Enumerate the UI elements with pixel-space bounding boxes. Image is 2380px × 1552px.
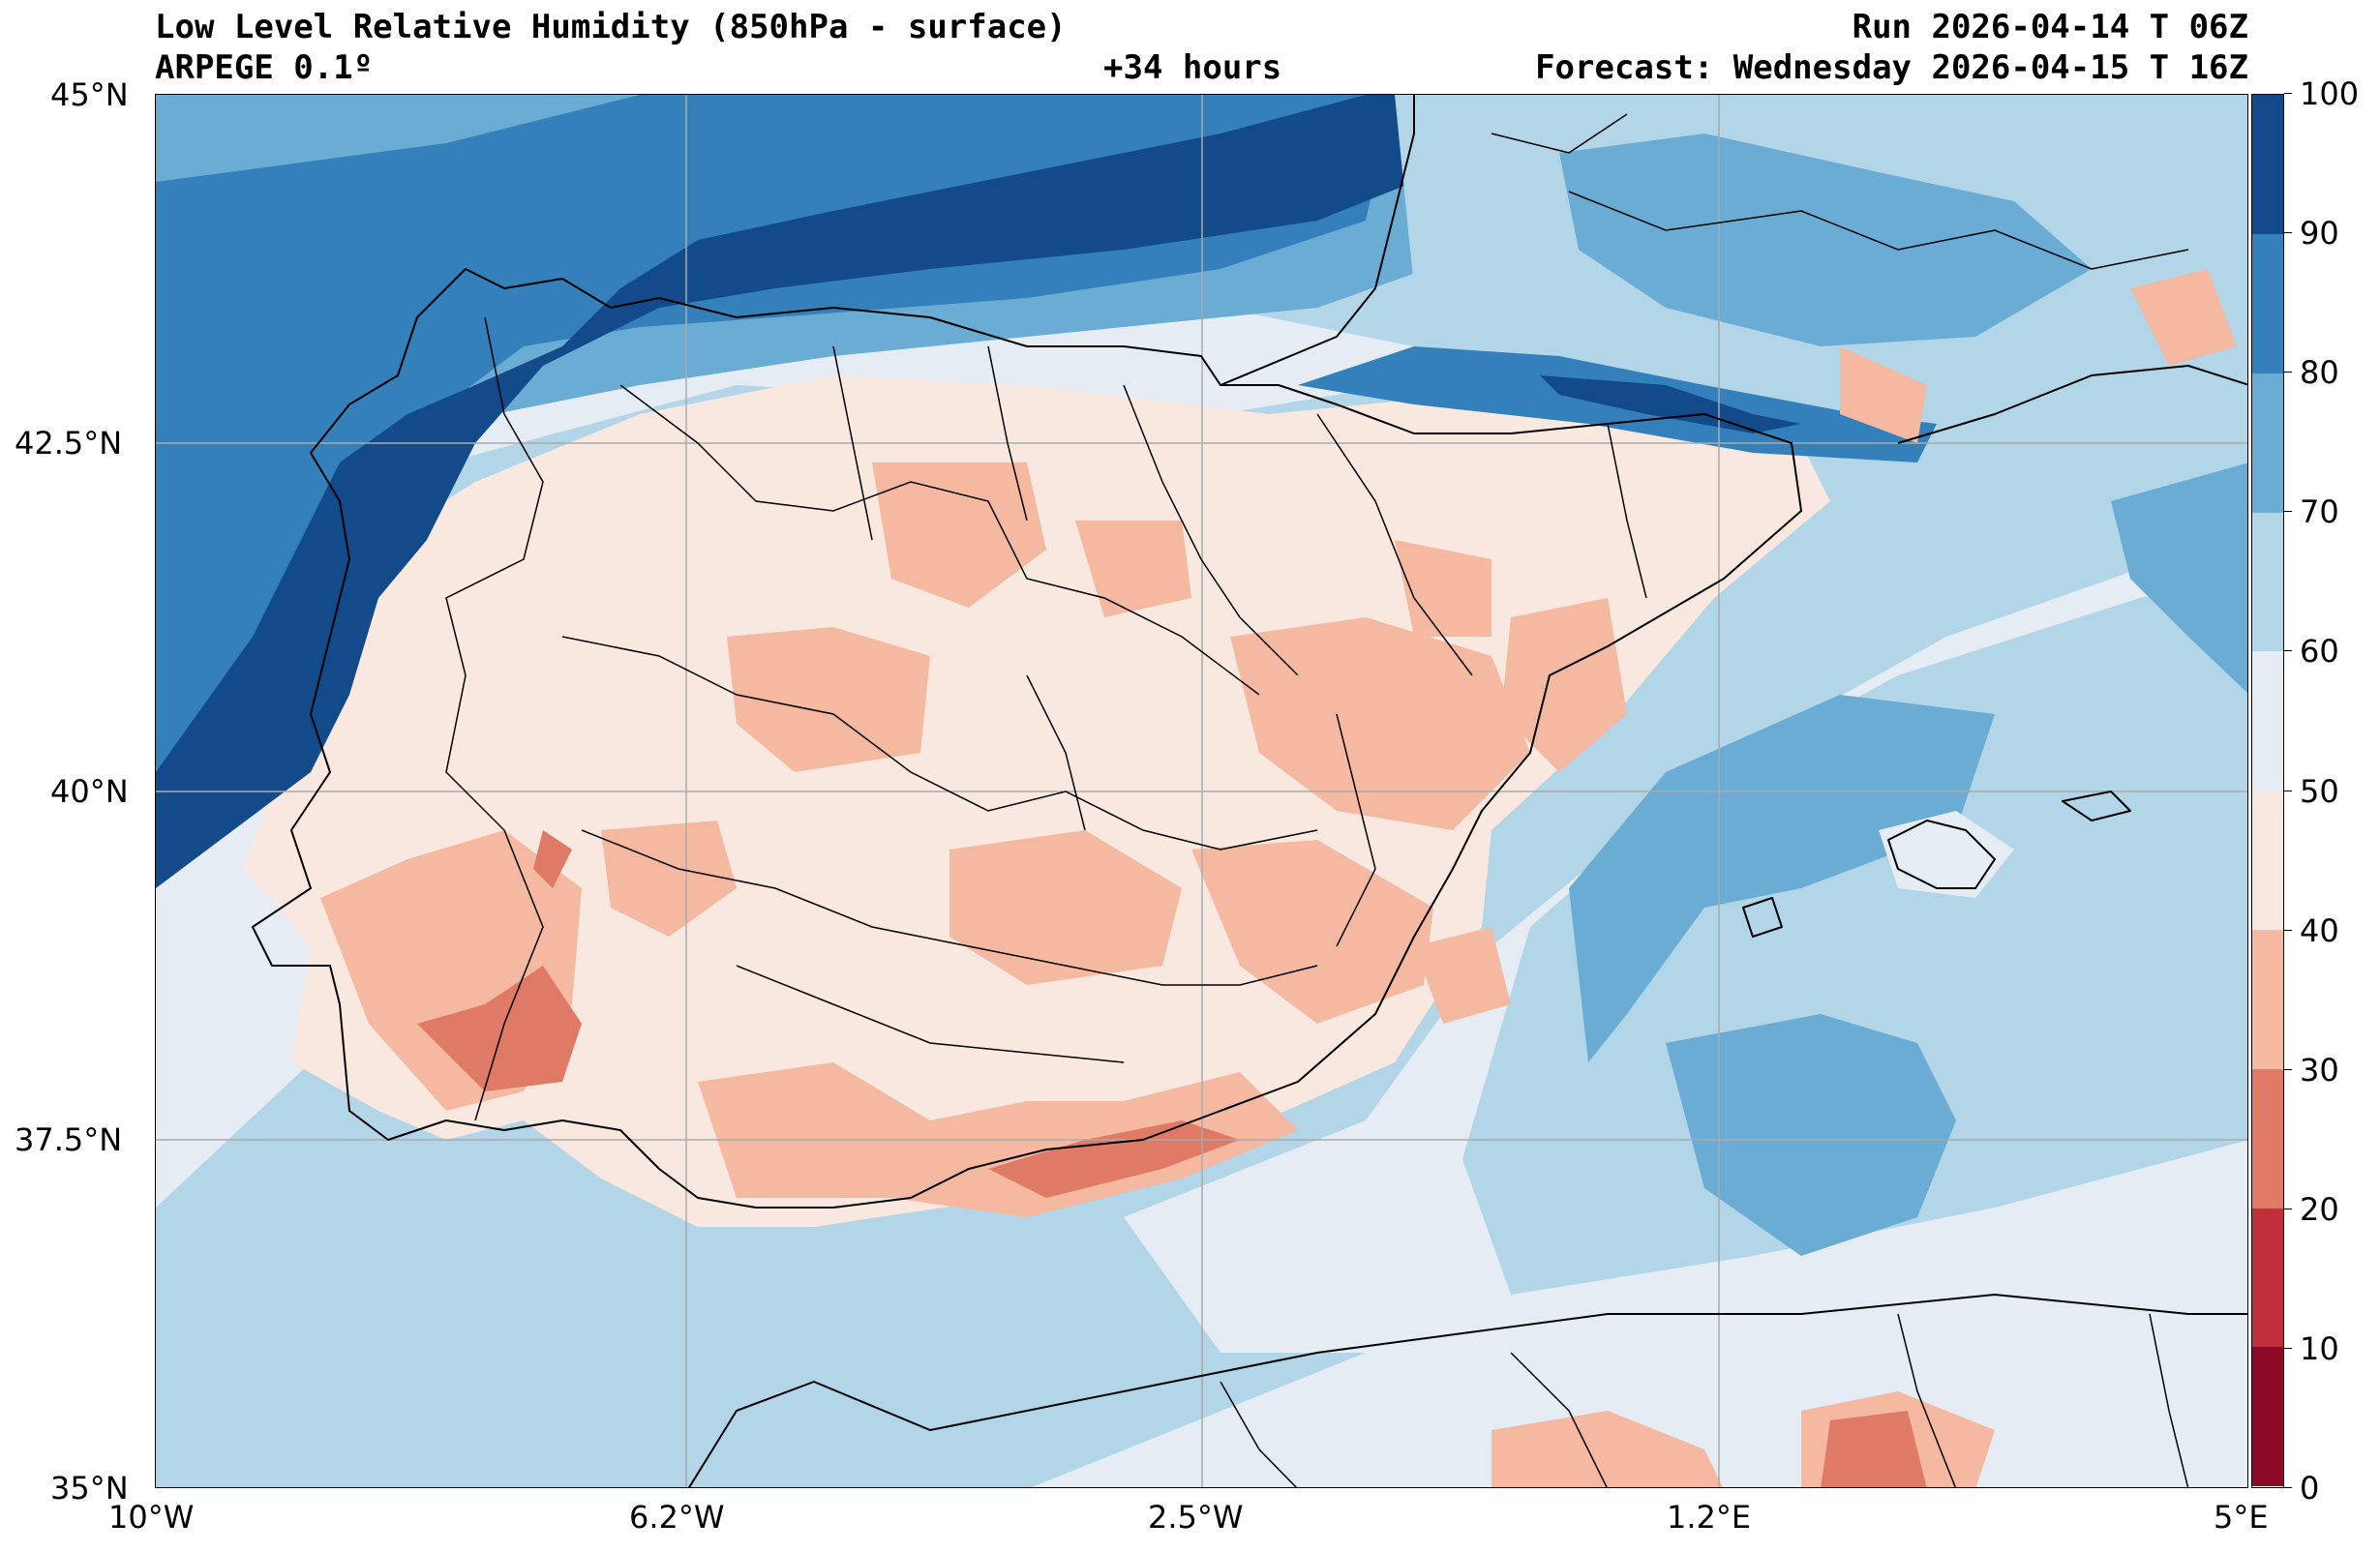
field-vdry-b bbox=[533, 830, 572, 888]
field-dry-j bbox=[1191, 840, 1433, 1024]
field-dry-p bbox=[2130, 269, 2237, 366]
france-coast bbox=[1220, 95, 1415, 386]
med-france-coast bbox=[1897, 365, 2247, 444]
field-dry-e bbox=[1075, 521, 1191, 617]
colorbar-segment-0-10 bbox=[2252, 1347, 2283, 1487]
colorbar-segment-20-30 bbox=[2252, 1068, 2283, 1209]
lon-tick-2-5w: 2.5°W bbox=[1148, 1499, 1244, 1536]
colorbar-tick-60 bbox=[2284, 650, 2292, 652]
africa-coast bbox=[688, 1294, 2247, 1487]
colorbar-label-70: 70 bbox=[2300, 493, 2339, 531]
lat-tick-42-5: 42.5°N bbox=[15, 425, 123, 462]
colorbar-label-80: 80 bbox=[2300, 354, 2339, 392]
lon-tick-10w: 10°W bbox=[108, 1499, 195, 1536]
ibiza-coast bbox=[1742, 897, 1783, 938]
colorbar-label-40: 40 bbox=[2300, 911, 2339, 949]
field-dry-i bbox=[949, 830, 1182, 985]
colorbar-tick-100 bbox=[2284, 93, 2292, 94]
field-dry-n bbox=[1491, 1411, 1724, 1487]
colorbar-label-0: 0 bbox=[2300, 1470, 2320, 1507]
lon-tick-5e: 5°E bbox=[2214, 1499, 2269, 1536]
colorbar-tick-40 bbox=[2284, 929, 2292, 931]
colorbar-label-100: 100 bbox=[2300, 75, 2360, 112]
field-pyrenees-90 bbox=[1540, 375, 1801, 433]
field-dry-l bbox=[1414, 927, 1511, 1024]
field-dry-c bbox=[727, 627, 930, 772]
model-label: ARPEGE 0.1º bbox=[155, 48, 374, 87]
lon-tick-6-2w: 6.2°W bbox=[629, 1499, 725, 1536]
chart-title: Low Level Relative Humidity (850hPa - su… bbox=[155, 8, 1067, 46]
colorbar bbox=[2251, 94, 2284, 1488]
menorca-coast bbox=[2062, 791, 2131, 821]
colorbar-segment-50-60 bbox=[2252, 651, 2283, 791]
colorbar-label-90: 90 bbox=[2300, 215, 2339, 253]
colorbar-tick-80 bbox=[2284, 372, 2292, 373]
mallorca-coast bbox=[1887, 820, 1996, 889]
field-med-60 bbox=[1462, 579, 2247, 1295]
field-med-70b bbox=[1666, 1014, 1956, 1256]
field-dry-h bbox=[1501, 598, 1627, 772]
colorbar-segment-90-100 bbox=[2252, 95, 2283, 234]
colorbar-label-60: 60 bbox=[2300, 633, 2339, 671]
colorbar-segment-80-90 bbox=[2252, 233, 2283, 373]
colorbar-segment-70-80 bbox=[2252, 373, 2283, 513]
colorbar-label-10: 10 bbox=[2300, 1329, 2339, 1367]
run-label: Run 2026-04-14 T 06Z bbox=[1852, 8, 2248, 46]
field-dry-d bbox=[872, 463, 1046, 608]
coastlines bbox=[252, 95, 2247, 1487]
field-vdry-d bbox=[1821, 1411, 1927, 1487]
lat-tick-37-5: 37.5°N bbox=[15, 1121, 123, 1158]
field-dry-f bbox=[1230, 617, 1530, 830]
field-atl-90 bbox=[156, 95, 1414, 888]
colorbar-tick-30 bbox=[2284, 1068, 2292, 1070]
field-vdry-a bbox=[417, 966, 582, 1091]
colorbar-tick-90 bbox=[2284, 232, 2292, 234]
colorbar-segment-40-50 bbox=[2252, 791, 2283, 930]
lon-tick-1-2e: 1.2°E bbox=[1667, 1499, 1752, 1536]
forecast-label: Forecast: Wednesday 2026-04-15 T 16Z bbox=[1535, 48, 2248, 87]
field-dry-m bbox=[1840, 346, 1927, 443]
colorbar-segment-10-20 bbox=[2252, 1208, 2283, 1348]
field-france-70 bbox=[1559, 134, 2092, 346]
colorbar-label-20: 20 bbox=[2300, 1190, 2339, 1228]
lat-tick-45: 45°N bbox=[50, 76, 129, 113]
field-med-70a bbox=[1569, 695, 1995, 1062]
field-dry-g bbox=[1395, 540, 1491, 637]
colorbar-tick-10 bbox=[2284, 1347, 2292, 1349]
admin-borders bbox=[445, 113, 2189, 1487]
colorbar-label-50: 50 bbox=[2300, 772, 2339, 810]
lat-tick-40: 40°N bbox=[50, 773, 129, 810]
field-med-70c bbox=[2111, 463, 2247, 694]
colorbar-tick-0 bbox=[2284, 1487, 2292, 1488]
lat-tick-35: 35°N bbox=[50, 1470, 129, 1507]
humidity-map bbox=[155, 94, 2248, 1488]
field-dry-b bbox=[601, 821, 737, 937]
colorbar-label-30: 30 bbox=[2300, 1051, 2339, 1089]
field-atl-80 bbox=[156, 95, 1395, 830]
iberia-coast bbox=[252, 268, 1802, 1209]
colorbar-tick-70 bbox=[2284, 511, 2292, 513]
colorbar-segment-30-40 bbox=[2252, 929, 2283, 1069]
colorbar-segment-60-70 bbox=[2252, 512, 2283, 652]
lead-time-label: +34 hours bbox=[1103, 48, 1282, 87]
